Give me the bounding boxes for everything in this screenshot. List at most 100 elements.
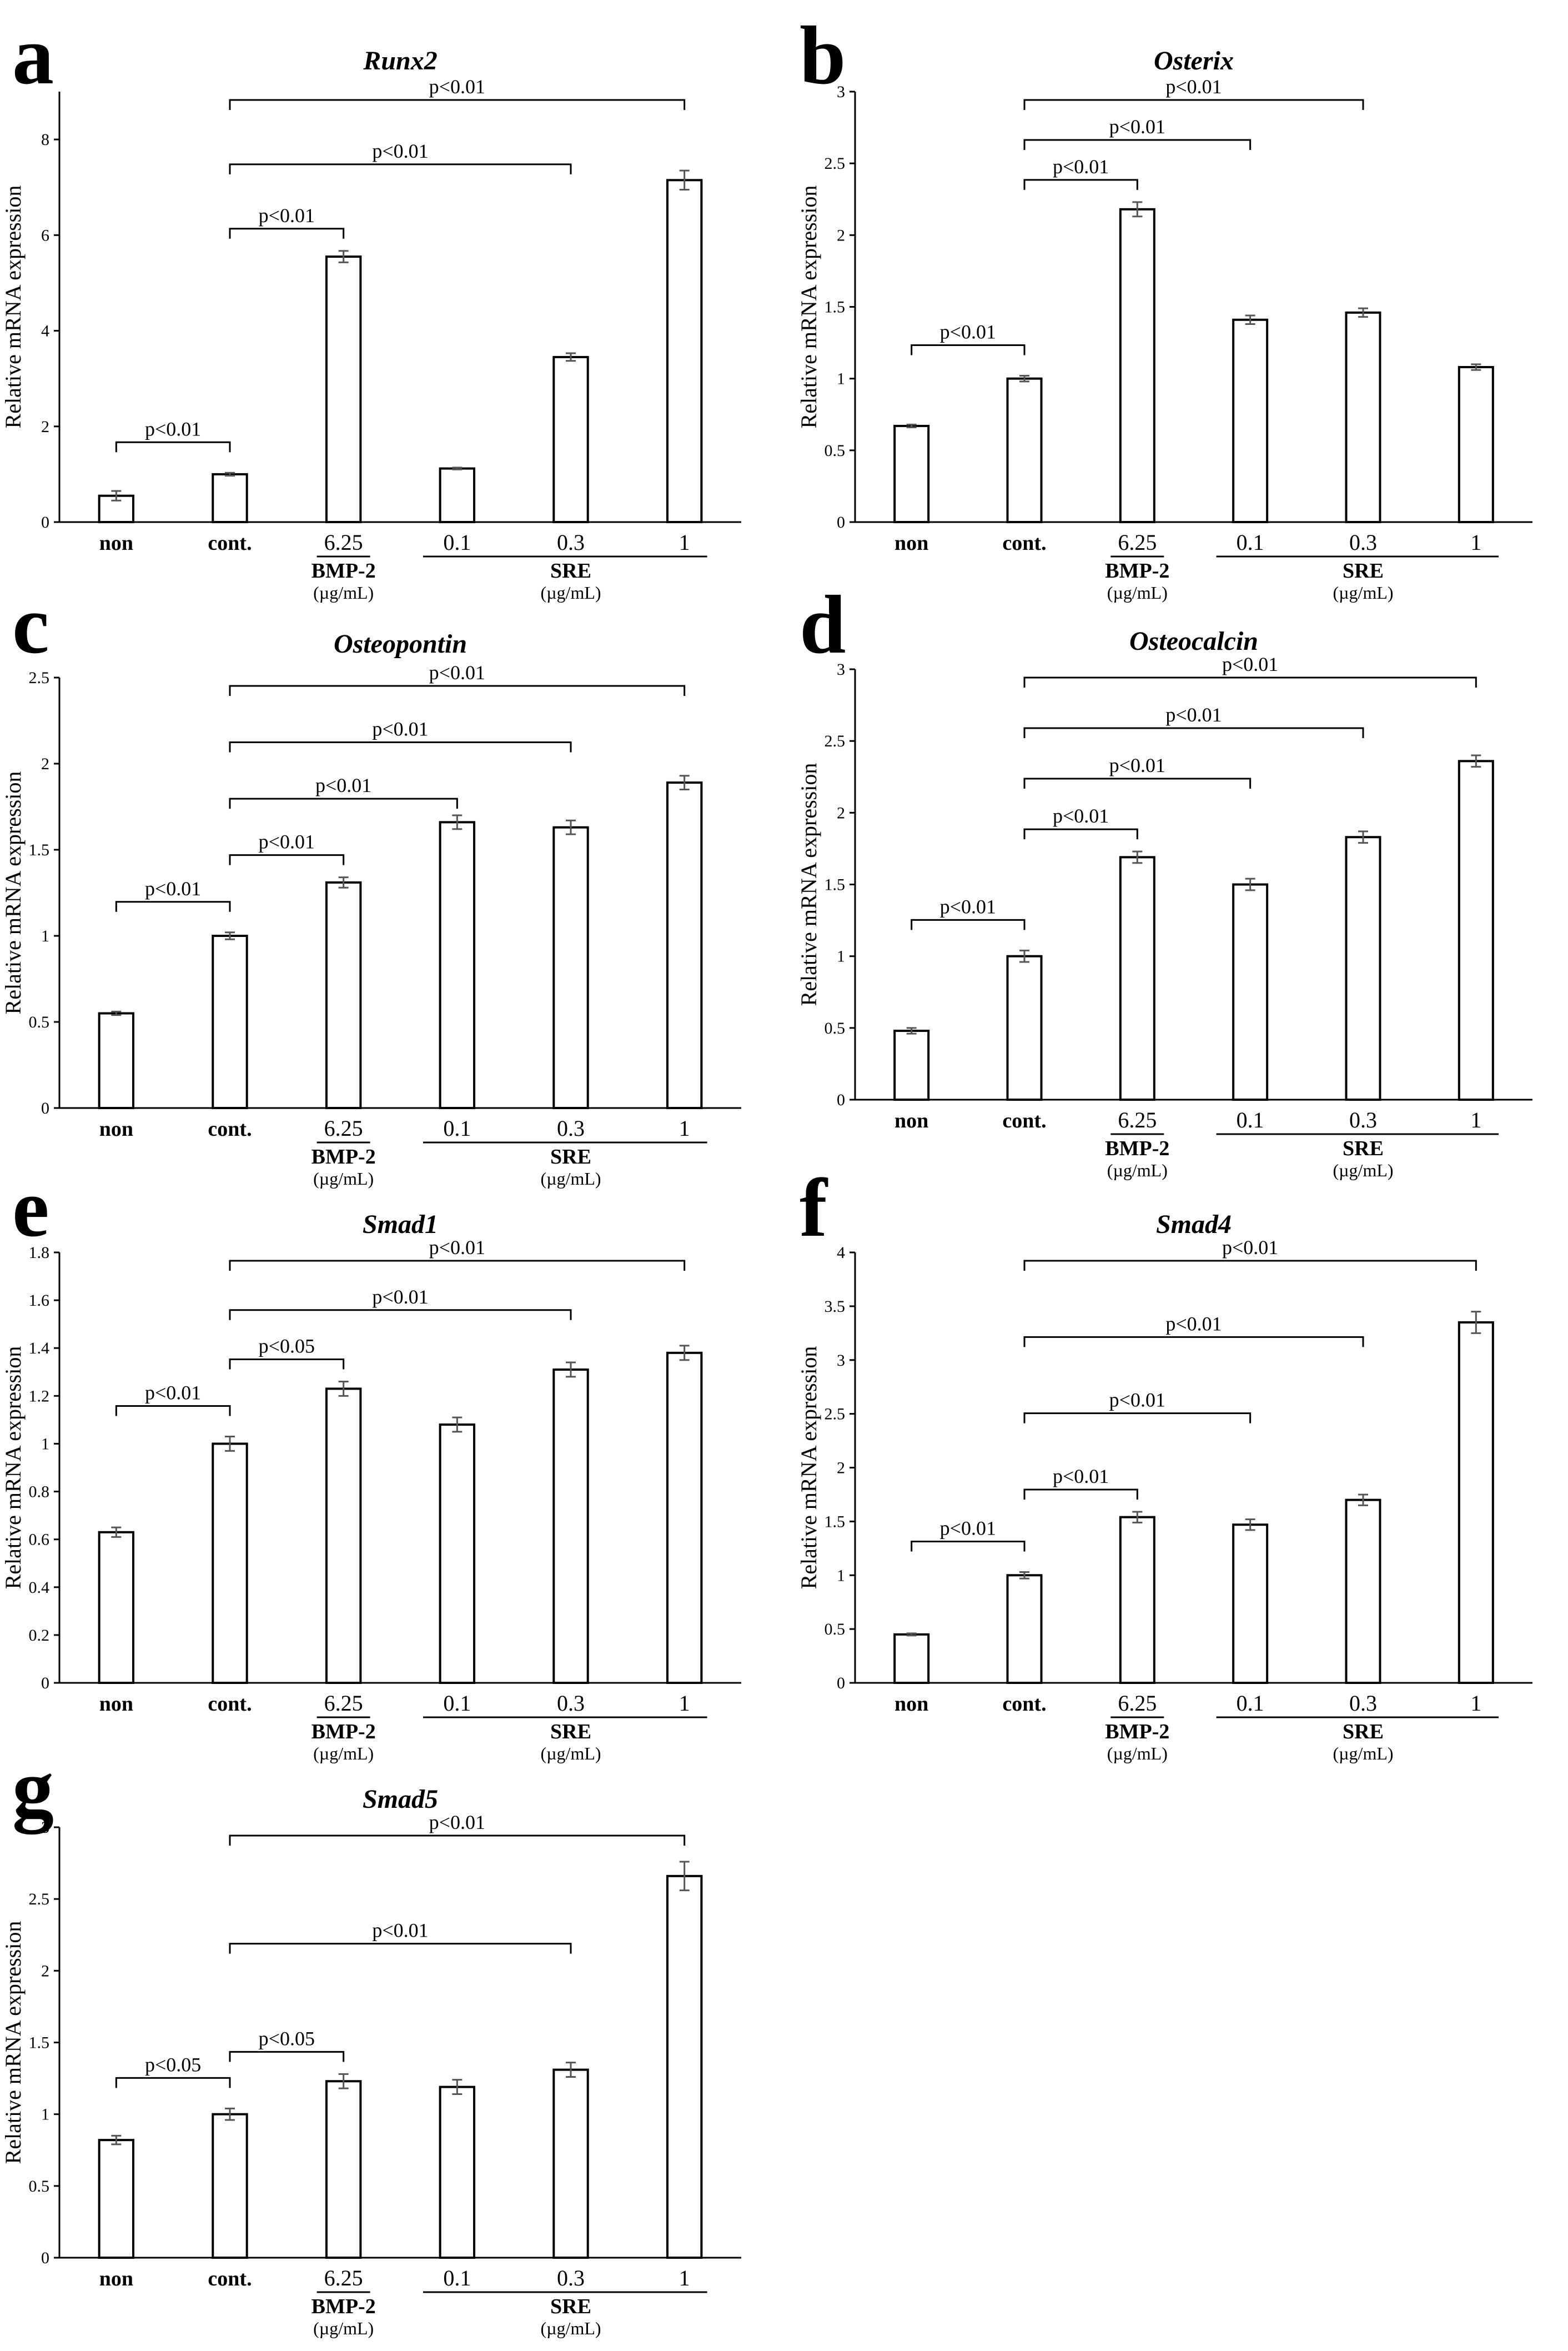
chart-title: Osterix <box>1154 46 1234 76</box>
y-tick-label: 0.5 <box>29 1013 50 1031</box>
x-tick-label: 0.3 <box>557 530 585 555</box>
y-tick-label: 1 <box>837 370 845 388</box>
group-label-bmp2: BMP-2 <box>311 559 376 583</box>
bar-1 <box>1458 366 1494 523</box>
significance-label: p<0.05 <box>259 2027 315 2049</box>
significance-bracket <box>115 2077 231 2088</box>
significance-bracket <box>229 99 686 110</box>
y-tick-label: 3 <box>837 660 845 679</box>
significance-label: p<0.01 <box>1109 116 1165 138</box>
bar-6.25 <box>325 2080 362 2259</box>
x-tick-label: 0.3 <box>1349 530 1377 555</box>
bar-non <box>98 2139 135 2259</box>
y-tick-label: 1 <box>837 948 845 966</box>
x-tick-label: non <box>894 1692 928 1716</box>
significance-bracket <box>229 1309 572 1320</box>
group-unit-bmp2: (µg/mL) <box>313 583 374 603</box>
significance-label: p<0.01 <box>1109 754 1165 776</box>
x-tick-label: 6.25 <box>1118 1107 1157 1132</box>
group-unit-sre: (µg/mL) <box>540 2318 601 2338</box>
significance-bracket <box>115 441 231 453</box>
y-tick-label: 1.8 <box>29 1244 50 1262</box>
group-label-bmp2: BMP-2 <box>1105 1137 1169 1160</box>
bar-0.3 <box>552 826 589 1109</box>
bar-non <box>893 1633 930 1684</box>
bar-0.3 <box>552 355 589 524</box>
significance-bracket <box>229 1260 686 1271</box>
significance-bracket <box>1023 778 1252 789</box>
significance-bracket <box>1023 139 1252 150</box>
x-tick-label: non <box>99 532 133 555</box>
significance-label: p<0.01 <box>1222 653 1278 675</box>
y-tick-label: 2 <box>837 804 845 822</box>
group-unit-bmp2: (µg/mL) <box>1107 1160 1168 1180</box>
group-unit-bmp2: (µg/mL) <box>1107 1743 1168 1763</box>
bar-non <box>98 1012 135 1109</box>
bar-6.25 <box>1119 1516 1155 1684</box>
panel-d: d Osteocalcin Relative mRNA expression 0 0.5… <box>796 579 1532 1180</box>
bar-0.3 <box>1345 836 1381 1101</box>
group-label-sre: SRE <box>550 559 591 583</box>
significance-bracket <box>1023 1336 1364 1347</box>
x-tick-label: non <box>99 2267 133 2290</box>
panel-c: c Osteopontin Relative mRNA expression 0 0.5… <box>1 579 741 1189</box>
y-tick-label: 1.5 <box>29 2034 50 2052</box>
y-tick-label: 1.5 <box>825 876 846 894</box>
x-tick-label: non <box>99 1117 133 1141</box>
significance-bracket <box>229 228 345 239</box>
panel-letter: a <box>12 9 54 102</box>
y-axis-label: Relative mRNA expression <box>1 186 26 429</box>
significance-label: p<0.01 <box>429 661 485 684</box>
significance-label: p<0.01 <box>259 204 315 227</box>
y-tick-label: 1.4 <box>29 1339 50 1357</box>
significance-label: p<0.01 <box>940 1517 996 1539</box>
bar-cont. <box>212 1442 248 1684</box>
bar-6.25 <box>1119 856 1155 1101</box>
group-unit-sre: (µg/mL) <box>1333 583 1393 603</box>
significance-label: p<0.05 <box>145 2053 201 2076</box>
x-tick-label: 6.25 <box>1118 1691 1157 1716</box>
significance-bracket <box>115 901 231 912</box>
panel-letter: g <box>12 1742 54 1834</box>
significance-bracket <box>1023 1412 1252 1423</box>
significance-bracket <box>1023 727 1364 739</box>
bar-cont. <box>1006 1574 1043 1684</box>
y-tick-label: 0.5 <box>825 1019 846 1037</box>
x-tick-label: 1 <box>679 1116 690 1141</box>
bar-0.3 <box>1345 1498 1381 1684</box>
significance-bracket <box>229 685 686 696</box>
x-tick-label: 1 <box>1470 530 1481 555</box>
panel-letter: e <box>12 1162 49 1254</box>
significance-label: p<0.01 <box>1165 76 1222 98</box>
x-tick-label: 1 <box>679 2265 690 2290</box>
significance-bracket <box>911 919 1026 930</box>
panel-letter: b <box>800 9 846 102</box>
y-tick-label: 1.2 <box>29 1387 50 1405</box>
y-tick-label: 2 <box>41 418 49 436</box>
significance-bracket <box>115 1405 231 1416</box>
significance-label: p<0.01 <box>372 1919 428 1942</box>
x-tick-label: cont. <box>208 1692 252 1716</box>
x-tick-label: 6.25 <box>1118 530 1157 555</box>
chart-title: Smad1 <box>363 1210 438 1239</box>
significance-bracket <box>229 1359 345 1370</box>
x-tick-label: 0.3 <box>557 1116 585 1141</box>
y-tick-label: 1.5 <box>825 298 846 317</box>
x-tick-label: 0.1 <box>443 2265 471 2290</box>
significance-label: p<0.01 <box>429 76 485 98</box>
bar-non <box>98 1531 135 1684</box>
y-tick-label: 2.5 <box>825 154 846 173</box>
y-tick-label: 0 <box>837 513 845 532</box>
bar-6.25 <box>1119 208 1155 524</box>
significance-bracket <box>229 798 458 809</box>
significance-label: p<0.01 <box>429 1236 485 1259</box>
x-tick-label: 1 <box>1470 1107 1481 1132</box>
bar-0.3 <box>552 1368 589 1684</box>
x-tick-label: non <box>99 1692 133 1716</box>
y-tick-label: 0 <box>837 1674 845 1692</box>
bar-0.3 <box>1345 311 1381 523</box>
significance-bracket <box>229 163 572 174</box>
y-tick-label: 1.5 <box>825 1512 846 1531</box>
group-label-bmp2: BMP-2 <box>1105 1720 1169 1743</box>
